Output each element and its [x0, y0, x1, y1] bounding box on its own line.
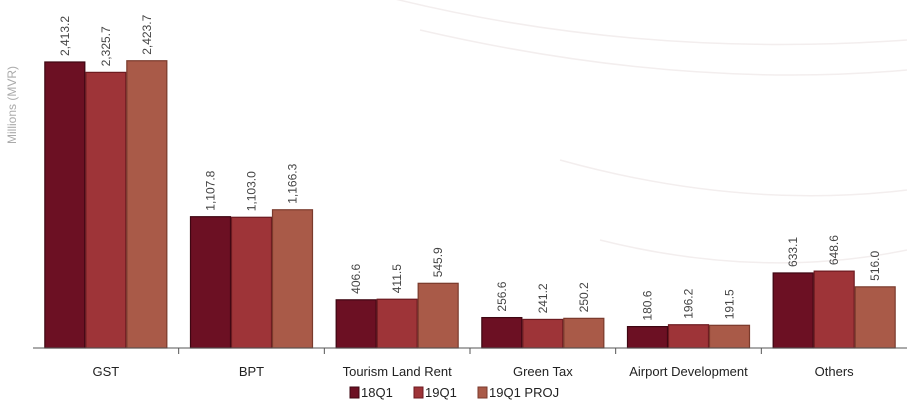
data-label: 180.6: [641, 290, 655, 320]
data-label: 241.2: [536, 283, 550, 313]
category-label: Green Tax: [513, 364, 573, 379]
bar: [563, 317, 605, 349]
bar: [189, 216, 232, 349]
category-label: Others: [815, 364, 855, 379]
bar: [522, 318, 564, 349]
data-label: 633.1: [786, 237, 800, 267]
data-label: 411.5: [390, 264, 404, 293]
data-label: 2,423.7: [140, 14, 154, 54]
data-label: 250.2: [577, 282, 591, 312]
category-label: Airport Development: [629, 364, 748, 379]
bar: [335, 299, 377, 349]
legend-label: 18Q1: [361, 385, 393, 400]
bar: [813, 270, 855, 349]
category-label: Tourism Land Rent: [343, 364, 452, 379]
category-label: BPT: [239, 364, 264, 379]
data-label: 1,103.0: [245, 171, 259, 211]
data-label: 191.5: [723, 289, 737, 319]
bar: [230, 216, 273, 349]
legend: 18Q1 19Q1 19Q1 PROJ: [349, 385, 559, 400]
data-label: 545.9: [431, 247, 445, 277]
value-labels-layer: 2,413.2 2,325.7 2,423.7 1,107.8 1,103.0 1,166…: [58, 14, 882, 320]
legend-swatch: [413, 386, 424, 399]
legend-item: 19Q1 PROJ: [477, 385, 559, 400]
bar: [626, 325, 669, 349]
data-label: 1,166.3: [286, 163, 300, 203]
legend-label: 19Q1 PROJ: [489, 385, 559, 400]
bar: [481, 316, 523, 349]
legend-item: 18Q1: [349, 385, 393, 400]
legend-item: 19Q1: [413, 385, 457, 400]
data-label: 648.6: [827, 235, 841, 265]
data-label: 2,325.7: [99, 26, 113, 66]
bar: [85, 71, 127, 349]
x-axis-ticks: [178, 348, 762, 354]
background-decoration: [396, 0, 907, 264]
data-label: 2,413.2: [58, 16, 72, 56]
bar: [44, 61, 86, 349]
bar: [126, 60, 168, 349]
category-label: GST: [92, 364, 119, 379]
bars-layer: [44, 60, 896, 349]
bar: [376, 298, 418, 349]
bar: [854, 286, 896, 349]
data-label: 406.6: [349, 263, 363, 293]
category-labels: GST BPT Tourism Land Rent Green Tax Airport …: [92, 364, 854, 379]
data-label: 1,107.8: [204, 170, 218, 210]
y-axis-label: Millions (MVR): [5, 66, 19, 144]
bar: [271, 209, 314, 349]
bar: [708, 324, 751, 349]
bar: [417, 282, 459, 349]
bar: [667, 324, 710, 349]
data-label: 516.0: [868, 250, 882, 280]
data-label: 256.6: [495, 281, 509, 311]
bar: [772, 272, 814, 349]
legend-label: 19Q1: [425, 385, 457, 400]
legend-swatch: [477, 386, 488, 399]
data-label: 196.2: [682, 288, 696, 318]
legend-swatch: [349, 386, 360, 399]
